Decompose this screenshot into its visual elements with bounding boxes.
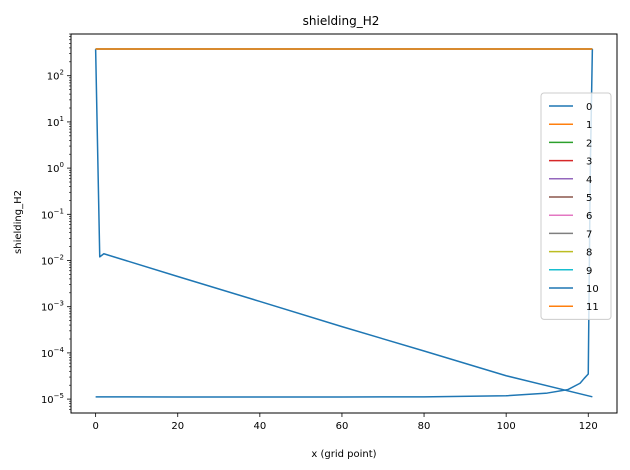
y-axis-label: shielding_H2 — [13, 190, 24, 254]
x-tick-label: 20 — [171, 421, 184, 432]
y-tick-label: 102 — [47, 69, 64, 83]
plot-frame — [70, 33, 618, 414]
legend-label: 2 — [586, 138, 592, 149]
legend-label: 10 — [586, 284, 599, 295]
chart-title: shielding_H2 — [303, 14, 380, 28]
x-tick-label: 80 — [418, 421, 431, 432]
legend-label: 4 — [586, 175, 592, 186]
y-axis: 10−5 10−4 10−3 10−2 10−1 100 101 102 — [41, 33, 71, 410]
series-line-10 — [95, 48, 594, 398]
x-tick-label: 120 — [579, 421, 598, 432]
y-tick-label: 100 — [47, 161, 64, 175]
legend-label: 6 — [586, 211, 592, 222]
legend-label: 8 — [586, 248, 592, 259]
legend-label: 0 — [586, 102, 592, 113]
legend: 0 1 2 3 4 5 6 7 8 9 10 11 — [540, 92, 612, 320]
y-tick-label: 101 — [47, 115, 64, 129]
y-tick-label: 10−4 — [41, 346, 65, 360]
series-layer — [94, 48, 594, 398]
x-tick-label: 0 — [92, 421, 98, 432]
legend-label: 9 — [586, 266, 592, 277]
x-axis-label: x (grid point) — [311, 449, 376, 460]
legend-label: 1 — [586, 120, 592, 131]
legend-box — [540, 92, 612, 320]
x-tick-label: 100 — [497, 421, 516, 432]
y-tick-label: 10−1 — [41, 207, 64, 221]
x-axis: 0 20 40 60 80 100 120 — [92, 413, 598, 432]
legend-label: 3 — [586, 157, 592, 168]
legend-label: 11 — [586, 302, 599, 313]
legend-label: 5 — [586, 193, 592, 204]
y-tick-label: 10−2 — [41, 254, 64, 268]
legend-label: 7 — [586, 229, 592, 240]
x-tick-label: 40 — [253, 421, 266, 432]
x-tick-label: 60 — [336, 421, 349, 432]
y-tick-label: 10−5 — [41, 392, 64, 406]
y-tick-label: 10−3 — [41, 300, 64, 314]
series-line-0 — [94, 48, 593, 398]
